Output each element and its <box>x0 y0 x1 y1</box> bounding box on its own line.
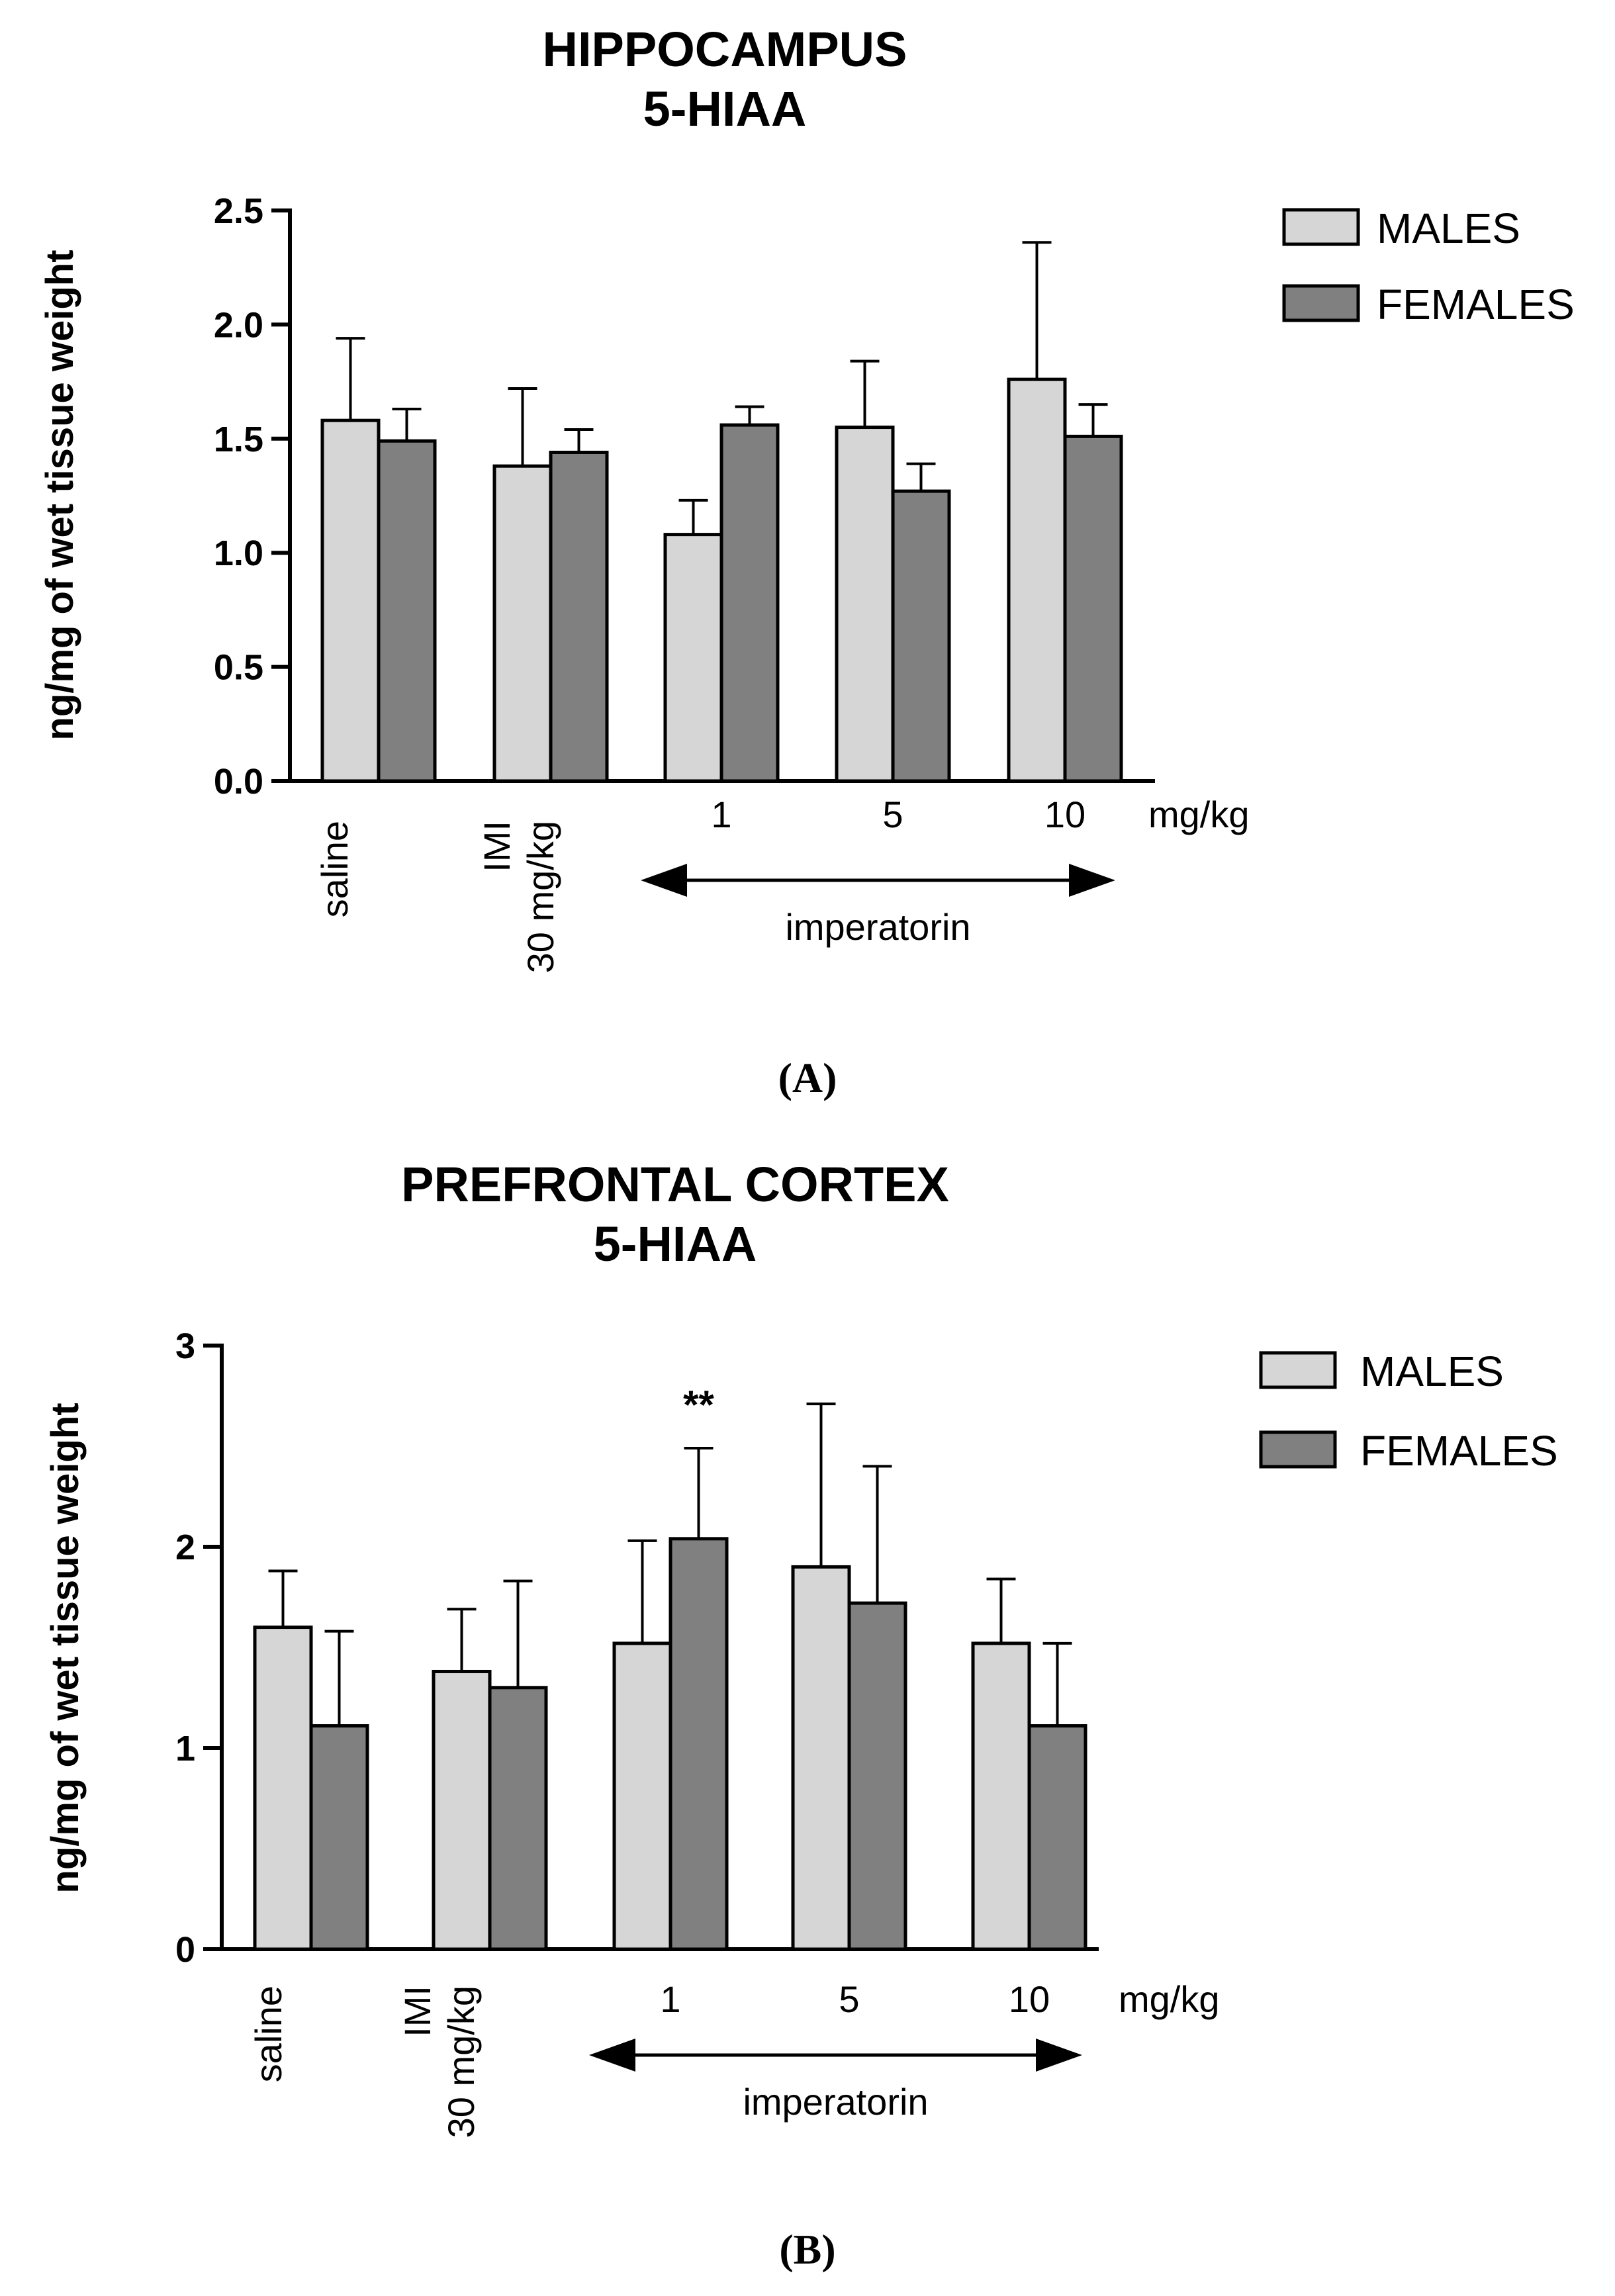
x-category-label-line: 30 mg/kg <box>520 821 561 973</box>
arrow-right-head <box>1036 2039 1082 2072</box>
panel-label: (A) <box>778 1054 837 1101</box>
x-category-label: saline <box>248 1986 289 2082</box>
legend-swatch-males <box>1282 208 1360 246</box>
arrow-right-head <box>1069 864 1115 897</box>
arrow-left-head <box>641 864 687 897</box>
y-tick-label: 2.5 <box>214 191 263 231</box>
chart-title: 5-HIAA <box>643 81 807 136</box>
chart-title: HIPPOCAMPUS <box>543 22 907 77</box>
x-unit-label: mg/kg <box>1148 794 1250 835</box>
bar-females-3 <box>847 1601 907 1951</box>
y-tick-label: 1.5 <box>214 420 263 459</box>
y-tick-label: 0.5 <box>214 648 263 688</box>
bar-males-2 <box>663 533 723 783</box>
legend-label-females: FEMALES <box>1377 281 1575 328</box>
bar-males-0 <box>253 1626 313 1951</box>
legend-label-males: MALES <box>1360 1348 1504 1395</box>
x-category-label: 5 <box>839 1978 859 2020</box>
x-category-label: 10 <box>1044 794 1085 835</box>
bar-females-0 <box>377 439 437 783</box>
x-category-label-line: IMI <box>476 821 518 872</box>
significance-marker: ** <box>683 1383 714 1427</box>
bar-males-0 <box>320 418 381 783</box>
x-category-label: IMI30 mg/kg <box>396 1986 482 2138</box>
bar-females-2 <box>719 423 780 783</box>
y-tick-label: 0.0 <box>214 762 263 802</box>
legend-swatch-females <box>1259 1430 1337 1469</box>
bar-females-2 <box>669 1537 729 1951</box>
x-category-label: IMI30 mg/kg <box>476 821 561 973</box>
bar-females-1 <box>488 1686 548 1951</box>
bar-females-1 <box>549 450 609 783</box>
x-category-label: 5 <box>882 794 903 835</box>
legend-swatch-males <box>1259 1351 1337 1389</box>
x-category-label-line: IMI <box>396 1986 438 2037</box>
bar-females-4 <box>1063 434 1123 783</box>
y-tick-label: 3 <box>175 1326 195 1366</box>
bar-males-4 <box>971 1641 1031 1951</box>
arrow-left-head <box>589 2039 635 2072</box>
panel-label: (B) <box>779 2226 835 2273</box>
x-category-label-line: 30 mg/kg <box>440 1986 482 2138</box>
group-label: imperatorin <box>743 2081 928 2123</box>
y-tick-label: 1 <box>175 1729 195 1768</box>
y-axis-label: ng/mg of wet tissue weight <box>38 250 81 740</box>
bar-males-2 <box>612 1641 672 1951</box>
x-category-label: saline <box>314 821 355 917</box>
bar-males-1 <box>492 464 553 783</box>
group-label: imperatorin <box>785 906 970 948</box>
x-category-label: 1 <box>660 1978 680 2020</box>
x-category-label: 1 <box>711 794 731 835</box>
bar-females-3 <box>891 489 951 783</box>
legend-swatch-females <box>1282 284 1360 322</box>
chart-title: 5-HIAA <box>594 1217 757 1271</box>
chart-title: PREFRONTAL CORTEX <box>401 1157 949 1212</box>
y-tick-label: 0 <box>175 1930 195 1970</box>
y-axis-label: ng/mg of wet tissue weight <box>44 1402 87 1893</box>
bar-males-4 <box>1007 377 1067 783</box>
bar-females-0 <box>309 1724 369 1951</box>
y-tick-label: 2.0 <box>214 305 263 345</box>
bar-females-4 <box>1027 1724 1087 1951</box>
bar-males-3 <box>835 426 895 783</box>
legend-label-males: MALES <box>1377 205 1520 252</box>
bar-males-3 <box>791 1565 851 1951</box>
y-tick-label: 1.0 <box>214 533 263 573</box>
y-tick-label: 2 <box>175 1528 195 1567</box>
x-category-label: 10 <box>1009 1978 1050 2020</box>
x-unit-label: mg/kg <box>1119 1978 1220 2020</box>
bar-males-1 <box>432 1669 492 1951</box>
legend-label-females: FEMALES <box>1360 1427 1558 1475</box>
